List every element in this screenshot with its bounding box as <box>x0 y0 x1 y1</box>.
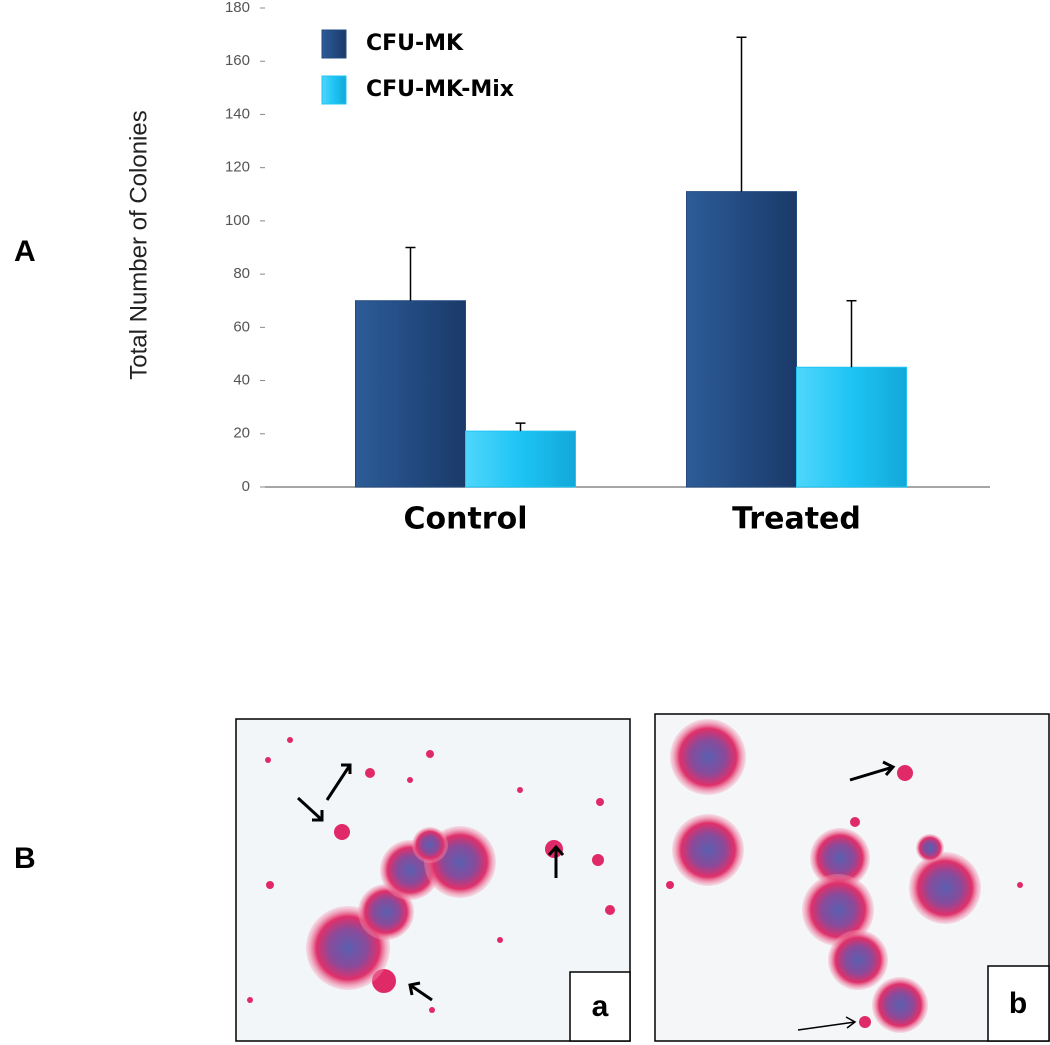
plot: 0 20 40 60 80 100 120 140 160 180 Control Treated CF… <box>225 0 990 537</box>
y-tick-label: 160 <box>225 52 250 69</box>
x-tick-label: Treated <box>732 502 861 537</box>
y-tick-label: 140 <box>225 105 250 122</box>
y-tick-label: 40 <box>233 372 250 389</box>
legend-swatch <box>321 75 347 105</box>
legend-label: CFU-MK-Mix <box>366 77 514 102</box>
y-tick-label: 20 <box>233 425 250 442</box>
y-tick-label: 180 <box>225 0 250 16</box>
micrograph: a <box>235 718 631 1042</box>
y-tick-label: 100 <box>225 212 250 229</box>
bar <box>796 366 907 488</box>
x-tick-label: Control <box>403 502 527 537</box>
panel-label: A <box>14 235 36 268</box>
legend-swatch <box>321 29 347 59</box>
legend-label: CFU-MK <box>366 31 464 56</box>
bar <box>465 430 576 488</box>
y-tick-label: 120 <box>225 159 250 176</box>
y-tick-label: 80 <box>233 265 250 282</box>
bar <box>686 191 797 488</box>
y-axis-label: Total Number of Colonies <box>125 110 152 379</box>
micrograph: b <box>654 713 1050 1042</box>
micrograph-label: a <box>592 990 609 1023</box>
micrograph-label: b <box>1009 987 1027 1020</box>
bar <box>355 300 466 488</box>
y-tick-label: 60 <box>233 318 250 335</box>
panel-label: B <box>14 842 36 875</box>
y-tick-label: 0 <box>242 478 250 495</box>
